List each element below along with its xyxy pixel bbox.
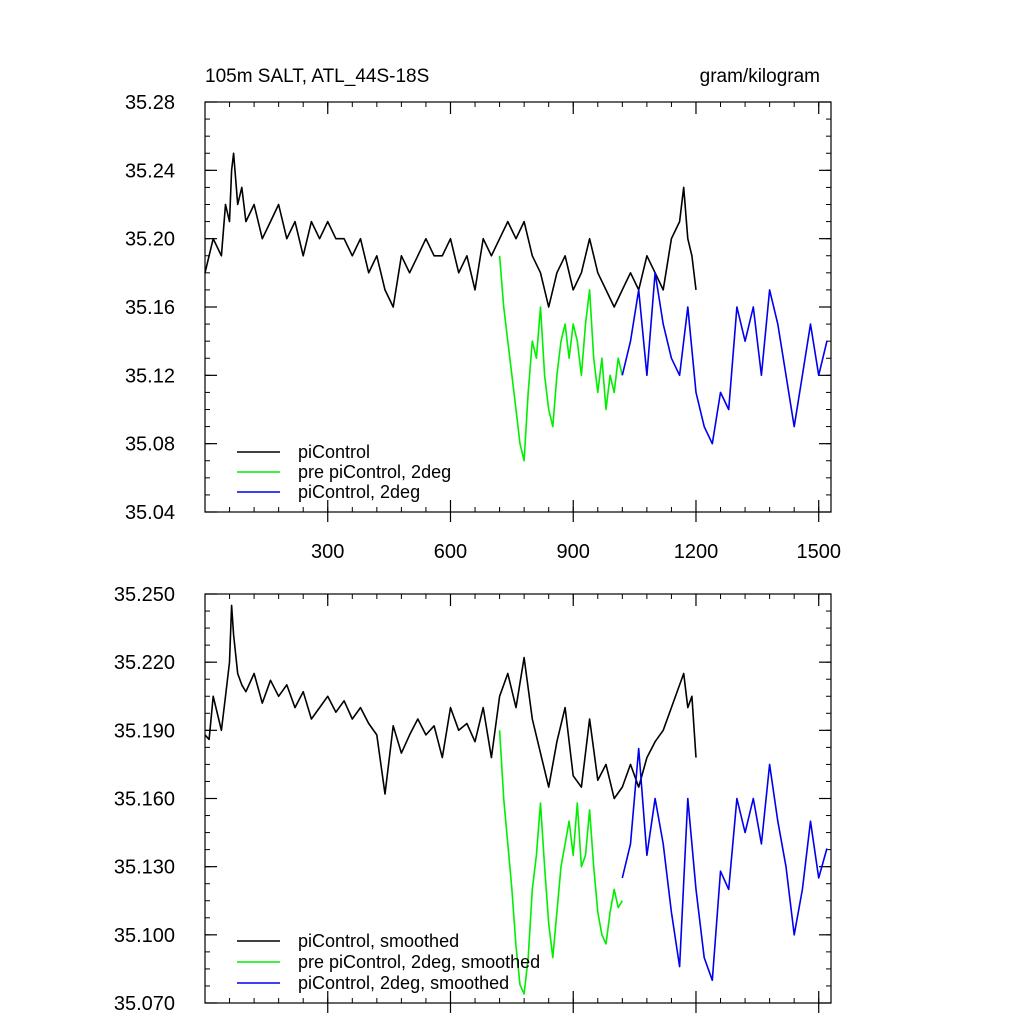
legend-label: piControl, 2deg, smoothed: [298, 973, 509, 993]
top-title-left: 105m SALT, ATL_44S-18S: [205, 66, 429, 87]
series-line: [498, 255, 624, 462]
series-line: [498, 730, 623, 995]
x-tick-label: 1200: [674, 541, 719, 563]
top-chart-panel: 300 600 900 1200 1500 35.04 35.08 35.12 35.16 35.…: [125, 92, 841, 563]
x-tick-label: 300: [311, 541, 344, 563]
y-tick-label: 35.160: [114, 789, 175, 811]
y-tick-label: 35.28: [125, 92, 175, 114]
legend-label: pre piControl, 2deg, smoothed: [298, 952, 540, 972]
y-tick-label: 35.190: [114, 720, 175, 742]
legend-label: piControl: [298, 442, 370, 462]
series-line: [621, 747, 828, 982]
y-tick-label: 35.20: [125, 229, 175, 251]
y-tick-label: 35.070: [114, 993, 175, 1015]
legend-label: piControl, 2deg: [298, 482, 420, 502]
top-title-right: gram/kilogram: [700, 66, 820, 87]
y-tick-label: 35.12: [125, 365, 175, 387]
bottom-chart-panel: 35.070 35.100 35.130 35.160 35.190 35.220 35.2…: [114, 584, 832, 1015]
y-tick-label: 35.08: [125, 434, 175, 456]
x-tick-label: 600: [434, 541, 467, 563]
y-tick-label: 35.100: [114, 925, 175, 947]
legend-label: piControl, smoothed: [298, 931, 459, 951]
y-tick-label: 35.04: [125, 502, 175, 524]
x-tick-label: 900: [557, 541, 590, 563]
series-line: [621, 271, 828, 445]
y-tick-label: 35.250: [114, 584, 175, 606]
y-tick-label: 35.220: [114, 652, 175, 674]
legend-label: pre piControl, 2deg: [298, 462, 451, 482]
series-line: [204, 604, 697, 800]
y-tick-label: 35.24: [125, 160, 175, 182]
x-tick-label: 1500: [796, 541, 841, 563]
series-line: [204, 152, 697, 308]
y-tick-label: 35.130: [114, 857, 175, 879]
y-tick-label: 35.16: [125, 297, 175, 319]
